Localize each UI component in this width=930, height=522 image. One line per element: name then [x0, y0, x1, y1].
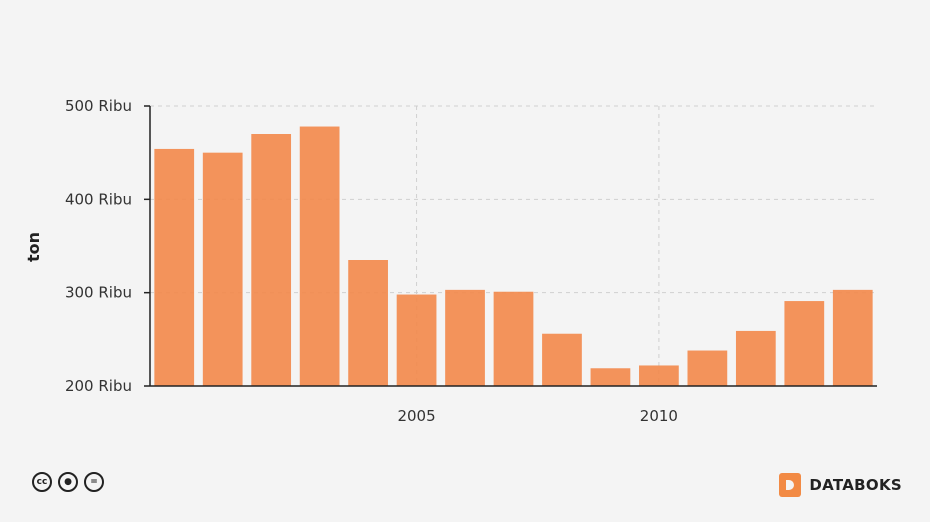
- bar-2011: [687, 350, 728, 386]
- bar-2012: [735, 330, 776, 386]
- by-icon[interactable]: ●: [58, 472, 78, 492]
- bar-2009: [590, 368, 631, 386]
- bar-2000: [154, 148, 195, 386]
- bar-2004: [348, 260, 388, 386]
- cc-icon[interactable]: cc: [32, 472, 52, 492]
- bar-2003: [299, 126, 340, 387]
- bar-2013: [784, 301, 825, 386]
- bar-2010: [639, 365, 679, 386]
- databoks-brand[interactable]: DATABOKS: [779, 473, 902, 497]
- y-tick-label: 200 Ribu: [65, 377, 132, 395]
- x-tick-label: 2005: [397, 407, 435, 425]
- bar-2001: [202, 152, 243, 386]
- bars-layer: [154, 126, 873, 387]
- nd-icon[interactable]: =: [84, 472, 104, 492]
- license-badges: cc ● =: [32, 472, 104, 492]
- brand-name: DATABOKS: [809, 476, 902, 494]
- y-axis-title: ton: [24, 232, 43, 262]
- bar-2002: [251, 134, 292, 386]
- axis-layer: 200 Ribu 300 Ribu 400 Ribu 500 Ribu 2005 2010: [65, 97, 877, 425]
- bar-2014: [832, 289, 873, 386]
- bar-2006: [445, 289, 485, 386]
- bar-2005: [396, 294, 437, 386]
- bar-2007: [493, 291, 534, 386]
- y-tick-label: 300 Ribu: [65, 284, 132, 302]
- x-tick-label: 2010: [640, 407, 678, 425]
- y-tick-label: 400 Ribu: [65, 190, 132, 208]
- y-tick-label: 500 Ribu: [65, 97, 132, 115]
- databoks-logo-icon: [779, 473, 802, 497]
- bar-2008: [542, 333, 582, 386]
